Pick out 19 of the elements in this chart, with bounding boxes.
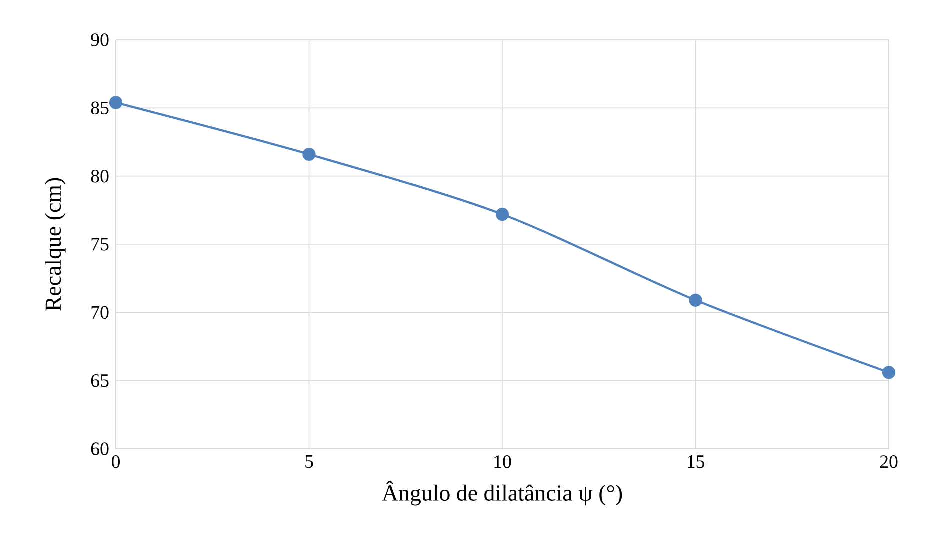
point: [496, 208, 510, 222]
y-tick-label: 65: [91, 374, 109, 388]
x-tick-label: 10: [494, 456, 512, 468]
point: [689, 294, 702, 307]
y-tick-label: 75: [92, 238, 109, 251]
y-tick-label: 70: [92, 306, 109, 320]
y-axis-title: Recalque (cm): [45, 178, 66, 311]
x-tick-label: 15: [688, 456, 704, 468]
point: [302, 148, 316, 162]
point: [109, 96, 123, 110]
x-axis-title: Ângulo de dilatância ψ (°): [382, 481, 622, 506]
y-tick-label: 60: [91, 442, 109, 456]
x-tick-label: 20: [880, 456, 898, 468]
x-tick-label: 0: [112, 456, 120, 468]
y-tick-label: 80: [91, 170, 109, 183]
point: [882, 366, 896, 380]
y-tick-label: 85: [91, 102, 109, 115]
x-tick-label: 5: [306, 456, 314, 468]
y-tick-label: 90: [91, 34, 109, 46]
